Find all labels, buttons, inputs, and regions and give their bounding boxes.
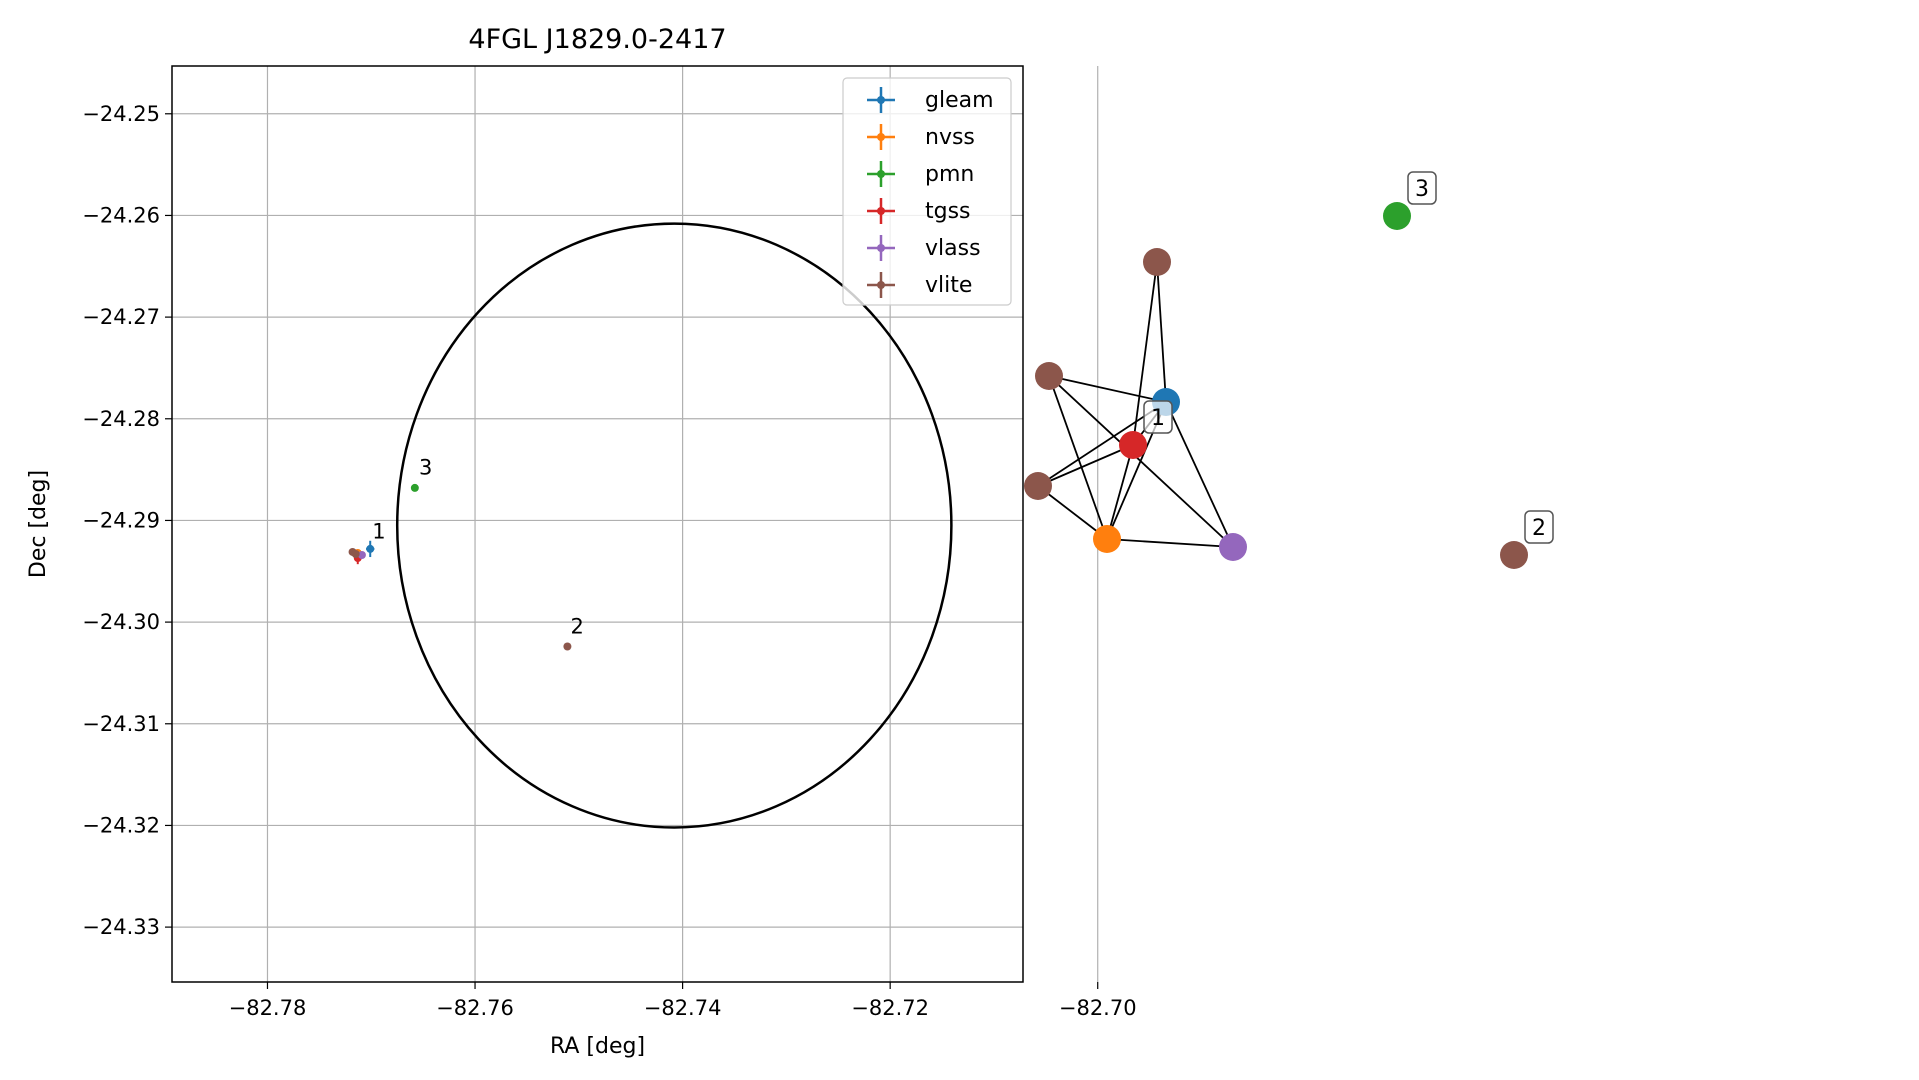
left-scatter-chart: 1 2 3 −82.78 −82.76 −82.74 −82.72 −82.70 −24.25… (26, 24, 1137, 1059)
network-node-vlite (1143, 248, 1171, 276)
y-tick-label: −24.25 (82, 102, 160, 126)
data-points (348, 483, 572, 651)
annotation-label: 1 (372, 520, 385, 544)
x-tick-label: −82.78 (229, 996, 307, 1020)
legend-label: gleam (925, 88, 994, 113)
y-tick-label: −24.31 (82, 712, 160, 736)
y-tick-label: −24.27 (82, 305, 160, 329)
network-node-pmn (1383, 202, 1411, 230)
node-label-text: 2 (1532, 516, 1546, 541)
network-node-vlite (1024, 472, 1052, 500)
network-node-vlite (1035, 362, 1063, 390)
y-tick-label: −24.28 (82, 407, 160, 431)
data-point-gleam (366, 540, 375, 558)
network-node-labels: 1 3 2 (1143, 171, 1554, 544)
chart-title: 4FGL J1829.0-2417 (468, 24, 726, 55)
network-edge (1037, 444, 1134, 487)
legend-label: pmn (925, 162, 974, 187)
x-axis-label: RA [deg] (550, 1034, 645, 1059)
node-label-box: 1 (1143, 400, 1173, 434)
node-label-box: 2 (1524, 510, 1554, 544)
legend-entry-pmn: pmn (867, 161, 974, 187)
legend-marker (877, 133, 885, 141)
data-point-vlass (357, 551, 366, 560)
legend-entry-gleam: gleam (867, 87, 994, 113)
network-edge (1106, 444, 1134, 540)
y-tick-label: −24.30 (82, 610, 160, 634)
network-edge (1037, 485, 1108, 540)
node-label-frame (1143, 400, 1173, 434)
point-marker (563, 642, 572, 651)
annotation-label: 2 (571, 614, 584, 638)
x-tick-label: −82.72 (851, 996, 929, 1020)
network-edge (1156, 261, 1167, 403)
y-tick-label: −24.29 (82, 508, 160, 532)
legend-marker (877, 207, 885, 215)
point-marker (351, 549, 360, 558)
data-point-pmn (410, 483, 419, 492)
legend-label: vlite (925, 273, 972, 298)
network-node-vlite (1500, 541, 1528, 569)
y-tick-label: −24.33 (82, 915, 160, 939)
network-node-tgss (1119, 431, 1147, 459)
plot-frame (171, 65, 1024, 983)
legend-marker (877, 281, 885, 289)
network-edge (1132, 261, 1158, 446)
legend-entry-vlass: vlass (867, 235, 981, 261)
annotation-label: 3 (419, 456, 432, 480)
x-tick-label: −82.70 (1059, 996, 1137, 1020)
node-label-text: 3 (1415, 177, 1429, 202)
legend-entry-nvss: nvss (867, 124, 975, 150)
point-marker (410, 483, 419, 492)
localization-error-circle (395, 222, 953, 829)
node-label-frame (1407, 171, 1437, 205)
right-network-graph: 1 3 2 (1024, 171, 1554, 569)
axis-ticks: −82.78 −82.76 −82.74 −82.72 −82.70 −24.25 −24.… (82, 102, 1136, 1020)
network-edge (1106, 538, 1234, 548)
network-edge (1048, 375, 1108, 540)
network-edge (1165, 401, 1234, 548)
node-label-frame (1524, 510, 1554, 544)
legend-label: tgss (925, 199, 971, 224)
legend-marker (877, 170, 885, 178)
legend-entry-tgss: tgss (867, 198, 971, 224)
point-marker (357, 551, 366, 560)
network-node-vlass (1219, 533, 1247, 561)
legend-entry-vlite: vlite (867, 272, 972, 298)
point-marker (366, 544, 375, 553)
legend-marker (877, 96, 885, 104)
data-point-vlite (563, 642, 572, 651)
data-point-vlite (351, 549, 360, 558)
network-nodes (1024, 202, 1528, 569)
y-axis-label: Dec [deg] (26, 470, 51, 578)
x-tick-label: −82.74 (644, 996, 722, 1020)
network-edge (1048, 375, 1167, 403)
grid-lines (172, 66, 1099, 982)
legend-label: nvss (925, 125, 975, 150)
network-edges (1037, 261, 1234, 548)
y-tick-label: −24.26 (82, 203, 160, 227)
node-label-box: 3 (1407, 171, 1437, 205)
y-tick-label: −24.32 (82, 813, 160, 837)
node-label-text: 1 (1151, 406, 1165, 431)
x-tick-label: −82.76 (436, 996, 514, 1020)
legend-marker (877, 244, 885, 252)
legend-items: gleam nvss pmn tgss vlass vlite (867, 87, 994, 298)
error-circle-layer (395, 222, 953, 829)
legend-label: vlass (925, 236, 981, 261)
legend: gleam nvss pmn tgss vlass vlite (842, 77, 1012, 306)
network-node-nvss (1093, 525, 1121, 553)
point-annotations: 1 2 3 (372, 456, 584, 639)
